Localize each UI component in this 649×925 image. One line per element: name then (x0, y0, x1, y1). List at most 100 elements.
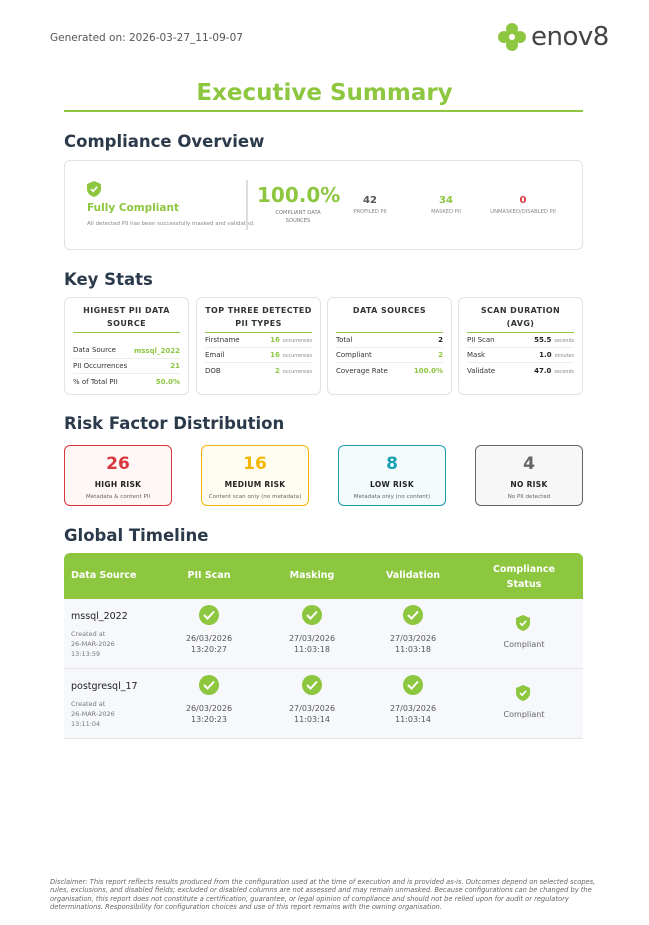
card-title: DATA SOURCES (352, 306, 427, 315)
created-date: 26-MAR-2026 (71, 640, 115, 648)
time: 11:03:18 (294, 645, 330, 654)
created-time: 13:13:59 (71, 650, 101, 658)
created-label: Created at (71, 700, 106, 708)
time: 11:03:18 (395, 645, 431, 654)
stat-masked-pii: 34 MASKED PII (416, 195, 476, 215)
risk-count: 4 (523, 454, 535, 474)
generated-timestamp: Generated on: 2026-03-27_11-09-07 (50, 32, 243, 44)
date: 26/03/2026 (185, 704, 233, 713)
date: 27/03/2026 (288, 704, 336, 713)
row-label: Data Source (73, 346, 116, 354)
stat-card-data-sources: DATA SOURCES Total 2 Compliant 2 Coverag… (327, 297, 452, 395)
card-rule (336, 332, 443, 333)
row-label: Email (205, 351, 225, 359)
compliance-percent: 100.0% (257, 183, 341, 207)
row-unit: minutes (554, 354, 574, 359)
stat-card-highest-pii: HIGHEST PII DATA SOURCE Data Source mssq… (64, 297, 189, 395)
validation-timestamp: 27/03/2026 11:03:18 (368, 633, 458, 655)
row-label: Coverage Rate (336, 367, 388, 375)
enov8-logo: enov8 (496, 20, 614, 54)
stat-row: Email 16 occurrences (205, 351, 312, 363)
page-title: Executive Summary (196, 80, 453, 106)
risk-card-medium: 16 MEDIUM RISK Content scan only (no met… (201, 445, 309, 506)
check-circle-icon (403, 605, 423, 625)
risk-card-low: 8 LOW RISK Metadata only (no content) (338, 445, 446, 506)
table-row: mssql_2022 Created at 26-MAR-2026 13:13:… (64, 599, 583, 669)
pii-scan-timestamp: 26/03/2026 13:20:27 (164, 633, 254, 655)
risk-label: HIGH RISK (94, 480, 142, 489)
global-timeline-heading: Global Timeline (64, 526, 209, 545)
stat-label: UNMASKED/DISABLED PII (490, 209, 556, 215)
stat-unmasked-pii: 0 UNMASKED/DISABLED PII (483, 195, 563, 215)
row-value: 55.5 (534, 336, 552, 344)
row-label: Mask (467, 351, 486, 359)
column-header: PII Scan (187, 570, 231, 581)
card-title: SCAN DURATION (AVG) (480, 306, 561, 328)
data-source-name: mssql_2022 (71, 611, 128, 622)
compliance-overview-heading: Compliance Overview (64, 132, 265, 151)
date: 27/03/2026 (288, 634, 336, 643)
stat-row: Data Source mssql_2022 (73, 337, 180, 359)
logo-wordmark: enov8 (531, 22, 609, 52)
date: 26/03/2026 (185, 634, 233, 643)
compliance-percent-label: COMPLIANT DATA SOURCES (275, 210, 321, 224)
check-circle-icon (403, 675, 423, 695)
row-unit: seconds (554, 370, 574, 375)
table-row: postgresql_17 Created at 26-MAR-2026 13:… (64, 669, 583, 739)
row-unit: occurrences (282, 370, 312, 375)
stat-row: PII Occurrences 21 (73, 362, 180, 374)
created-date: 26-MAR-2026 (71, 710, 115, 718)
row-value: 2 (275, 367, 280, 375)
masking-timestamp: 27/03/2026 11:03:18 (267, 633, 357, 655)
row-value: 21 (170, 362, 180, 370)
stat-row: % of Total PII 50.0% (73, 377, 180, 389)
stat-profiled-pii: 42 PROFILED PII (340, 195, 400, 215)
stat-label: PROFILED PII (353, 209, 387, 215)
risk-label: LOW RISK (370, 480, 414, 489)
stat-row: Mask 1.0 minutes (467, 351, 574, 363)
pii-scan-timestamp: 26/03/2026 13:20:23 (164, 703, 254, 725)
created-time: 13:11:04 (71, 720, 101, 728)
time: 13:20:27 (191, 645, 227, 654)
column-header: Compliance Status (493, 564, 555, 590)
card-rule (467, 332, 574, 333)
created-at: Created at 26-MAR-2026 13:11:04 (71, 699, 115, 729)
card-rule (205, 332, 312, 333)
row-value: 2 (438, 336, 443, 344)
check-circle-icon (302, 605, 322, 625)
shield-check-icon (87, 181, 101, 197)
compliance-status-text: Compliant (503, 640, 545, 649)
table-header: Data Source PII Scan Masking Validation … (64, 553, 583, 599)
risk-description: Metadata & content PII (85, 494, 151, 500)
time: 11:03:14 (395, 715, 431, 724)
created-at: Created at 26-MAR-2026 13:13:59 (71, 629, 115, 659)
risk-distribution-heading: Risk Factor Distribution (64, 414, 285, 433)
column-header: Masking (289, 570, 335, 581)
row-unit: seconds (554, 339, 574, 344)
risk-description: No PII detected (507, 494, 551, 500)
card-title: TOP THREE DETECTED PII TYPES (205, 306, 312, 328)
time: 11:03:14 (294, 715, 330, 724)
risk-card-high: 26 HIGH RISK Metadata & content PII (64, 445, 172, 506)
row-label: Firstname (205, 336, 240, 344)
stat-label: MASKED PII (431, 209, 461, 215)
stat-value: 34 (439, 195, 453, 206)
validation-timestamp: 27/03/2026 11:03:14 (368, 703, 458, 725)
row-unit: occurrences (282, 339, 312, 344)
row-value: 16 (270, 351, 280, 359)
row-value: 47.0 (534, 367, 552, 375)
stat-row: Validate 47.0 seconds (467, 366, 574, 378)
row-value: 16 (270, 336, 280, 344)
compliance-status-text: Compliant (503, 710, 545, 719)
stat-card-top-pii-types: TOP THREE DETECTED PII TYPES Firstname 1… (196, 297, 321, 395)
row-label: Total (336, 336, 353, 344)
date: 27/03/2026 (389, 634, 437, 643)
row-label: Validate (467, 367, 496, 375)
compliance-status: Fully Compliant (87, 202, 179, 214)
row-label: DOB (205, 367, 221, 375)
stat-row: Compliant 2 (336, 351, 443, 363)
risk-description: Content scan only (no metadata) (208, 494, 302, 500)
masking-timestamp: 27/03/2026 11:03:14 (267, 703, 357, 725)
risk-count: 8 (386, 454, 398, 474)
row-value: 50.0% (155, 378, 180, 386)
